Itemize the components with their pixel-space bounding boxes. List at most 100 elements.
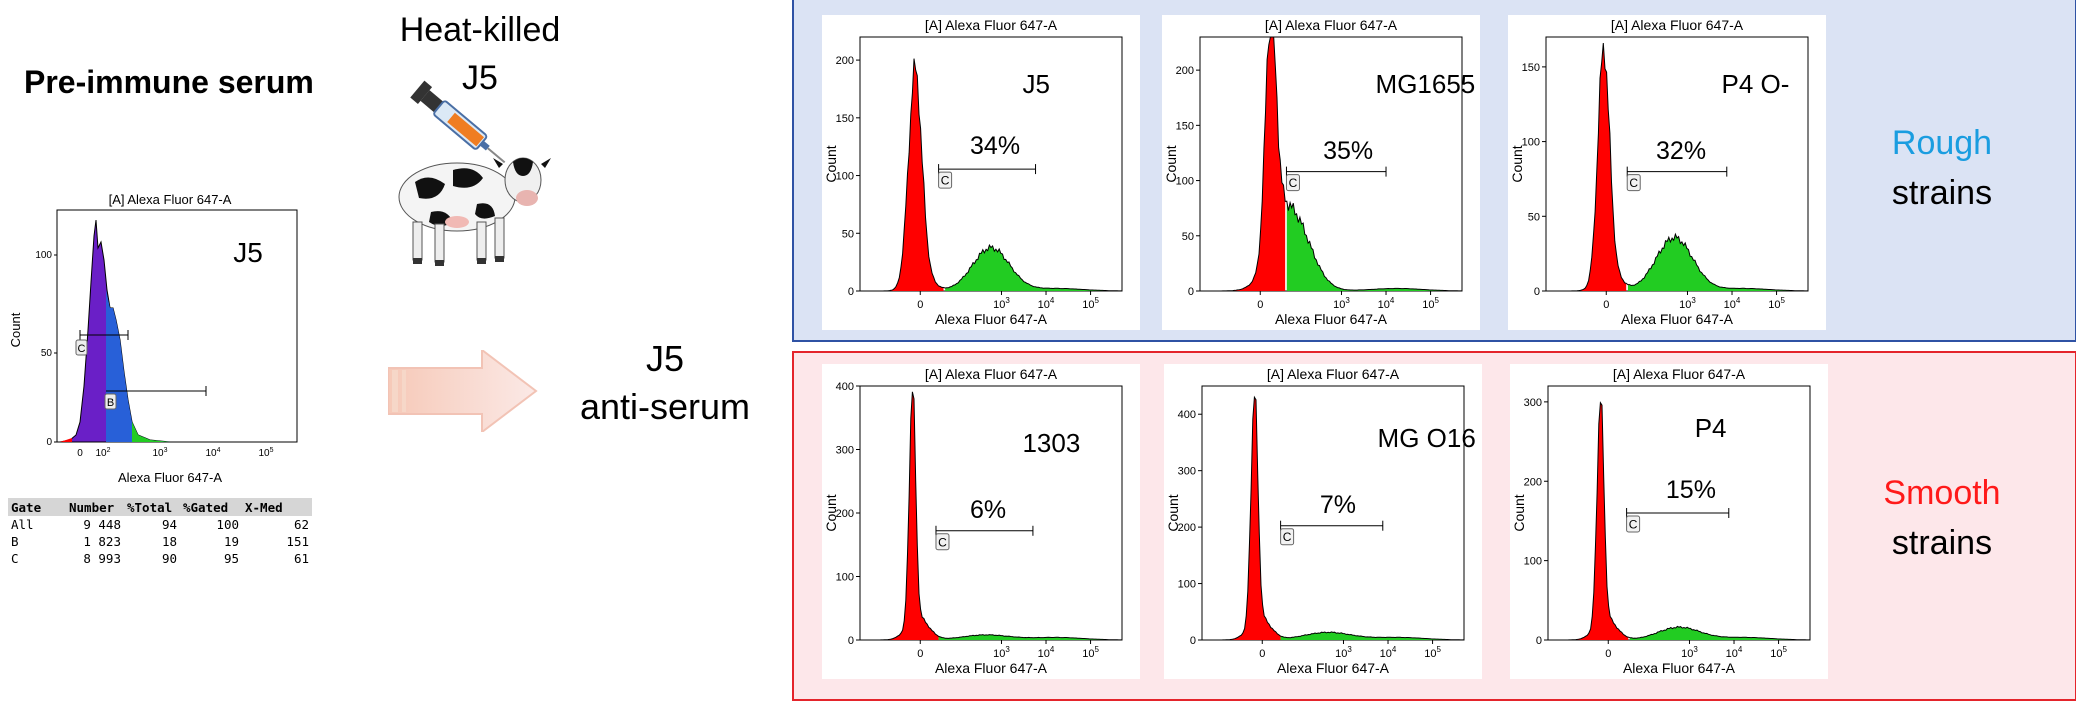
plot-xlabel: Alexa Fluor 647-A [1623,660,1736,676]
gate-label-box [1285,174,1300,192]
preimmune-sample-label: J5 [233,237,263,268]
table-cell: 151 [286,534,309,549]
histogram-negative-region [1546,43,1627,291]
preimmune-ytick-50: 50 [41,348,53,359]
xtick-label: 105 [1082,296,1099,311]
ytick-label: 50 [1182,231,1194,243]
plot-title: [A] Alexa Fluor 647-A [925,366,1058,382]
xtick-label: 103 [1335,645,1352,660]
ytick-label: 200 [1178,522,1196,534]
gate-label: C [941,174,950,188]
ytick-label: 0 [1536,635,1542,647]
preimmune-plot-title: [A] Alexa Fluor 647-A [109,192,232,207]
xtick-label: 105 [1422,296,1439,311]
preimmune-xtick-3: 103 [152,447,167,459]
ytick-label: 100 [1522,137,1540,149]
preimmune-ytick-0: 0 [46,437,52,448]
ytick-label: 100 [1524,556,1542,568]
ytick-label: 0 [1188,286,1194,298]
smooth-label-word: Smooth [1883,474,2001,512]
gate-label: C [1283,530,1292,544]
gate-label-box [935,533,950,551]
antiserum-line1: J5 [645,338,685,379]
positive-percent: 34% [970,132,1020,160]
preimmune-xtick-2: 102 [95,447,110,459]
xtick-label: 0 [1259,648,1265,660]
histogram-mg-o16: [A] Alexa Fluor 647-A 0 100 200 300 400 Count 0… [1164,364,1482,679]
histogram-positive-region [1629,626,1810,640]
xtick-label: 105 [1768,296,1785,311]
ytick-label: 100 [1176,176,1194,188]
plot-ylabel: Count [823,145,839,182]
table-cell: 94 [161,517,177,532]
positive-percent: 35% [1323,137,1373,165]
xtick-label: 104 [1378,296,1395,311]
gate-label: C [1629,176,1638,190]
ytick-label: 50 [1528,211,1540,223]
table-cell: All [11,517,34,532]
histogram-positive-region [938,634,1122,640]
preimmune-gate-c: C [78,343,86,355]
table-header: Number [66,498,124,516]
ytick-label: 0 [1190,635,1196,647]
table-cell: 1 823 [83,534,121,549]
ytick-label: 0 [1534,286,1540,298]
plot-ylabel: Count [1163,145,1179,182]
histogram-1303: [A] Alexa Fluor 647-A 0 100 200 300 400 Count 0… [822,364,1140,679]
table-header: Gate [8,498,66,516]
gate-label-box [938,171,953,189]
xtick-label: 0 [917,299,923,311]
plot-title: [A] Alexa Fluor 647-A [1611,17,1744,33]
plot-title: [A] Alexa Fluor 647-A [1267,366,1400,382]
ytick-label: 150 [836,113,854,125]
xtick-label: 105 [1082,645,1099,660]
histogram-p4-o-minus: [A] Alexa Fluor 647-A 0 50 100 150 Count 0 103 1… [1508,15,1826,330]
table-row: C 8 993 90 95 61 [8,550,312,567]
positive-percent: 6% [970,496,1006,524]
plot-ylabel: Count [1511,494,1527,531]
positive-percent: 32% [1656,137,1706,165]
gate-label: C [938,535,947,549]
smooth-label-strains: strains [1891,524,1993,562]
ytick-label: 400 [836,381,854,393]
ytick-label: 50 [842,228,854,240]
histogram-outline [860,391,1122,641]
xtick-label: 0 [917,648,923,660]
sample-name: J5 [1022,69,1049,99]
table-cell: 100 [216,517,239,532]
ytick-label: 200 [1524,476,1542,488]
histogram-outline [1200,36,1462,292]
xtick-label: 104 [1380,645,1397,660]
plot-xlabel: Alexa Fluor 647-A [1275,311,1388,327]
preimmune-histogram-positive [132,422,170,442]
xtick-label: 105 [1770,645,1787,660]
immunization-label: Heat-killed J5 [390,6,570,102]
ytick-label: 200 [836,508,854,520]
ytick-label: 150 [1522,62,1540,74]
gate-label: C [1629,518,1638,532]
table-header: %Total [124,498,180,516]
table-header: X-Med [242,498,312,516]
table-cell: 19 [223,534,239,549]
histogram-j5: [A] Alexa Fluor 647-A 0 50 100 150 200 Count 0 1… [822,15,1140,330]
preimmune-xlabel: Alexa Fluor 647-A [118,470,222,485]
gate-label-box [1626,515,1641,533]
xtick-label: 104 [1038,645,1055,660]
ytick-label: 300 [1524,397,1542,409]
ytick-label: 100 [1178,579,1196,591]
xtick-label: 0 [1603,299,1609,311]
sample-name: MG O16 [1378,423,1476,453]
sample-name: MG1655 [1376,69,1476,99]
plot-ylabel: Count [823,494,839,531]
ytick-label: 150 [1176,120,1194,132]
gate-statistics-table: Gate Number %Total %Gated X-Med All 9 44… [8,498,312,567]
preimmune-ytick-100: 100 [35,250,52,261]
xtick-label: 105 [1424,645,1441,660]
plot-xlabel: Alexa Fluor 647-A [1621,311,1734,327]
xtick-label: 104 [1724,296,1741,311]
gate-label-box [1280,528,1295,546]
table-cell: C [11,551,19,566]
table-header: %Gated [180,498,242,516]
histogram-positive-region [1280,631,1464,640]
xtick-label: 103 [1333,296,1350,311]
